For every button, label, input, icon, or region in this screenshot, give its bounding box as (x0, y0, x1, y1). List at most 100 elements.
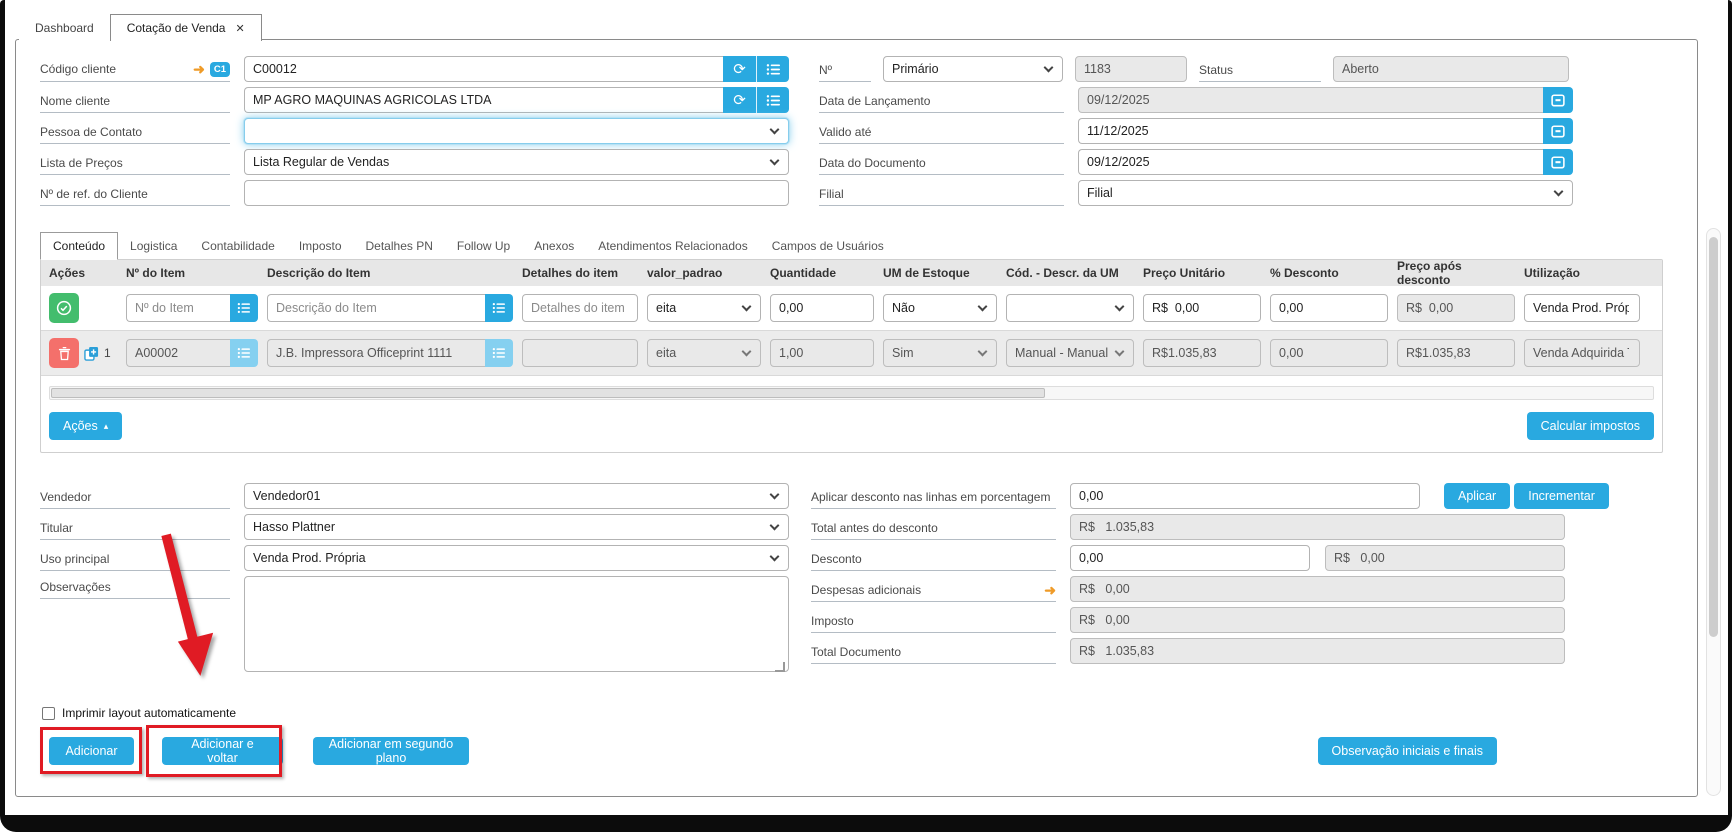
new-valor-padrao-select[interactable]: eita (647, 294, 761, 322)
observacoes-label-row: Observações (40, 580, 230, 599)
table-horizontal-scrollbar[interactable] (49, 386, 1654, 400)
imprimir-layout-checkbox[interactable] (42, 706, 55, 720)
scrollbar-thumb[interactable] (1709, 237, 1718, 637)
tab-detalhes-pn[interactable]: Detalhes PN (353, 233, 445, 259)
valido-ate-calendar-button[interactable] (1543, 118, 1573, 144)
orange-arrow-icon: ➜ (1044, 582, 1056, 598)
ref-cliente-label-row: Nº de ref. do Cliente (40, 187, 230, 206)
nome-cliente-refresh-button[interactable]: ⟳ (723, 87, 756, 113)
filial-select[interactable]: Filial (1078, 180, 1573, 206)
row1-utilizacao-value: Venda Adquirida Ter (1533, 346, 1629, 360)
adicionar-button[interactable]: Adicionar (49, 737, 134, 765)
new-item-input[interactable] (126, 294, 230, 322)
tab-logistica[interactable]: Logistica (118, 233, 190, 259)
vertical-scrollbar[interactable] (1706, 228, 1721, 796)
col-utilizacao: Utilização (1524, 266, 1581, 280)
row1-desconto-input (1270, 339, 1388, 367)
new-preco-unitario-input[interactable] (1143, 294, 1261, 322)
numero-tipo-select[interactable]: Primário (883, 56, 1063, 82)
ref-cliente-input[interactable] (244, 180, 789, 206)
new-utilizacao-select[interactable]: Venda Prod. Própria (1524, 294, 1640, 322)
delete-row-button[interactable] (49, 338, 79, 368)
adicionar-segundo-plano-button[interactable]: Adicionar em segundo plano (313, 737, 469, 765)
nome-cliente-input[interactable] (244, 87, 723, 113)
row1-descricao-list-button[interactable] (485, 339, 513, 367)
tab-contabilidade[interactable]: Contabilidade (189, 233, 287, 259)
titular-select[interactable]: Hasso Plattner (244, 514, 789, 540)
chevron-down-icon (769, 489, 780, 500)
data-documento-input[interactable] (1078, 149, 1543, 175)
filial-label: Filial (819, 187, 844, 201)
calcular-impostos-button[interactable]: Calcular impostos (1526, 412, 1654, 440)
nome-cliente-label: Nome cliente (40, 94, 111, 108)
adicionar-e-voltar-button[interactable]: Adicionar e voltar (162, 737, 283, 765)
table-row: 1 eita (41, 330, 1662, 376)
check-circle-icon (56, 300, 72, 316)
tab-atendimentos-relacionados[interactable]: Atendimentos Relacionados (586, 233, 760, 259)
confirm-row-button[interactable] (49, 293, 79, 323)
new-um-estoque-select[interactable]: Não (883, 294, 997, 322)
acoes-button[interactable]: Ações ▴ (49, 412, 123, 440)
desconto-valor-input (1325, 545, 1565, 571)
uso-principal-select[interactable]: Venda Prod. Própria (244, 545, 789, 571)
new-item-list-button[interactable] (230, 294, 258, 322)
row1-cod-um-value: Manual - Manual (1015, 346, 1109, 360)
tab-imposto[interactable]: Imposto (286, 233, 354, 259)
tab-cotacao-de-venda[interactable]: Cotação de Venda ✕ (109, 14, 262, 43)
new-desconto-input[interactable] (1270, 294, 1388, 322)
numero-label: Nº (819, 63, 833, 77)
list-icon (766, 94, 780, 106)
tab-anexos[interactable]: Anexos (522, 233, 587, 259)
observacao-iniciais-finais-button[interactable]: Observação iniciais e finais (1317, 737, 1497, 765)
codigo-cliente-input[interactable] (244, 56, 723, 82)
new-descricao-list-button[interactable] (485, 294, 513, 322)
chevron-up-icon: ▴ (103, 420, 109, 431)
observacoes-textarea[interactable] (244, 576, 789, 672)
lista-precos-select[interactable]: Lista Regular de Vendas (244, 149, 789, 175)
row-number: 1 (104, 346, 111, 360)
nome-cliente-list-button[interactable] (756, 87, 789, 113)
lista-precos-label: Lista de Preços (40, 156, 123, 170)
vendedor-select[interactable]: Vendedor01 (244, 483, 789, 509)
codigo-cliente-refresh-button[interactable]: ⟳ (723, 56, 756, 82)
new-utilizacao-value: Venda Prod. Própria (1533, 301, 1629, 315)
tab-dashboard[interactable]: Dashboard (19, 15, 110, 41)
col-quantidade: Quantidade (770, 266, 837, 280)
pessoa-contato-select[interactable] (244, 118, 789, 144)
col-cod-descr-um: Cód. - Descr. da UM (1006, 266, 1119, 280)
row1-item-list-button[interactable] (230, 339, 258, 367)
aplicar-button[interactable]: Aplicar (1444, 483, 1511, 509)
calendar-icon (1551, 125, 1565, 138)
close-icon[interactable]: ✕ (235, 22, 245, 35)
data-documento-calendar-button[interactable] (1543, 149, 1573, 175)
new-quantidade-input[interactable] (770, 294, 874, 322)
tab-cotacao-label: Cotação de Venda (126, 21, 226, 35)
row1-valor-padrao-value: eita (656, 346, 677, 360)
desconto-label: Desconto (811, 552, 862, 566)
valido-ate-input[interactable] (1078, 118, 1543, 144)
codigo-cliente-list-button[interactable] (756, 56, 789, 82)
data-lancamento-label-row: Data de Lançamento (819, 94, 1064, 113)
row1-quantidade-input (770, 339, 874, 367)
pessoa-contato-label: Pessoa de Contato (40, 125, 143, 139)
new-descricao-input[interactable] (267, 294, 485, 322)
incrementar-button[interactable]: Incrementar (1514, 483, 1609, 509)
content-tabbar: Conteúdo Logistica Contabilidade Imposto… (40, 232, 1697, 260)
tab-conteudo[interactable]: Conteúdo (40, 232, 119, 260)
status-input (1333, 56, 1569, 82)
new-valor-padrao-value: eita (656, 301, 677, 315)
scrollbar-thumb[interactable] (51, 388, 1045, 398)
despesas-input (1070, 576, 1565, 602)
data-documento-label: Data do Documento (819, 156, 926, 170)
data-lancamento-calendar-button[interactable] (1543, 87, 1573, 113)
desconto-percent-input[interactable] (1070, 545, 1310, 571)
chevron-down-icon (741, 301, 752, 312)
aplicar-desconto-input[interactable] (1070, 483, 1420, 509)
duplicate-row-icon[interactable] (84, 346, 99, 361)
new-detalhes-input[interactable] (522, 294, 638, 322)
new-cod-um-select[interactable] (1006, 294, 1134, 322)
tab-campos-usuarios[interactable]: Campos de Usuários (759, 233, 896, 259)
tab-follow-up[interactable]: Follow Up (444, 233, 523, 259)
vendedor-value: Vendedor01 (253, 489, 321, 503)
